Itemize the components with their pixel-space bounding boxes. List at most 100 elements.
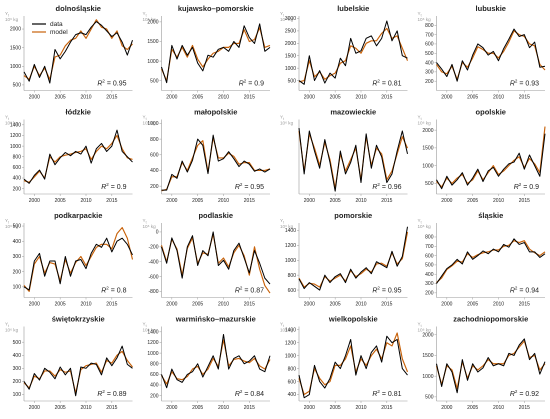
panel-title: opolskie [476, 108, 506, 117]
panel-title: lubuskie [476, 4, 506, 13]
r2-superscript: 2 [377, 389, 380, 394]
y-axis-label: Yt [280, 322, 284, 328]
y-tick-label: 200 [425, 291, 434, 297]
r2-value: = [109, 288, 117, 295]
series-line-data [298, 226, 408, 291]
y-tick-label: 1500 [10, 45, 21, 51]
r2-annotation: R2 = 0.81 [372, 389, 401, 398]
r2-value: = [517, 391, 525, 398]
series-line-data [23, 21, 133, 84]
y-tick-label: 800 [425, 235, 434, 241]
y-tick-label: 600 [150, 152, 159, 158]
x-tick-label: 2015 [106, 302, 117, 308]
panel-title: zachodniopomorskie [453, 315, 528, 324]
y-tick-label: 1000 [10, 64, 21, 70]
y-axis-label-main: Y [143, 11, 146, 16]
r2-number: 0.94 [525, 288, 539, 295]
y-axis-unit: 10⁶ kg [418, 328, 432, 333]
r2-number: 0.95 [250, 184, 264, 191]
y-tick-label: 1200 [285, 340, 296, 346]
y-tick-label: 600 [288, 288, 297, 294]
x-tick-label: 2010 [218, 405, 229, 411]
series-line-model [435, 340, 546, 390]
r2-superscript: 2 [240, 182, 243, 187]
panel-title: łódzkie [66, 108, 91, 117]
y-tick-label: 1000 [422, 163, 433, 169]
r2-value: = [105, 81, 113, 88]
r2-annotation: R2 = 0.96 [372, 182, 401, 191]
y-axis-label-subscript: t [421, 220, 422, 224]
y-tick-label: 200 [13, 379, 22, 385]
r2-symbol: R [510, 81, 515, 88]
y-axis-label: Yt [143, 218, 147, 224]
y-axis-label: Yt [280, 218, 284, 224]
y-axis-unit: 10⁶ kg [143, 17, 157, 22]
y-axis-unit: 10⁶ kg [143, 121, 157, 126]
y-axis-label: Yt [143, 115, 147, 121]
r2-value: = [242, 288, 250, 295]
y-tick-label: 200 [425, 79, 434, 85]
y-axis-label-main: Y [418, 115, 421, 120]
r2-symbol: R [372, 81, 377, 88]
y-tick-label: 800 [288, 366, 297, 372]
r2-symbol: R [514, 184, 519, 191]
r2-superscript: 2 [106, 182, 109, 187]
y-tick-label: 1500 [285, 53, 296, 59]
r2-symbol: R [101, 288, 106, 295]
r2-number: 0.93 [525, 81, 539, 88]
y-tick-label: 2500 [285, 29, 296, 35]
y-tick-label: 500 [13, 83, 22, 89]
r2-superscript: 2 [515, 286, 518, 291]
r2-value: = [105, 391, 113, 398]
y-tick-label: 100 [13, 285, 22, 291]
r2-value: = [521, 184, 529, 191]
y-tick-label: 300 [425, 281, 434, 287]
x-tick-label: 2015 [244, 302, 255, 308]
y-axis-label-main: Y [280, 218, 283, 223]
r2-number: 0.87 [250, 288, 264, 295]
y-tick-label: 600 [425, 42, 434, 48]
y-tick-label: 600 [13, 165, 22, 171]
y-axis-label-subscript: t [146, 220, 147, 224]
y-tick-label: 800 [425, 23, 434, 29]
y-axis-label-subscript: t [421, 117, 422, 121]
r2-superscript: 2 [240, 389, 243, 394]
x-tick-label: 2005 [192, 198, 203, 204]
y-axis-unit: 10⁶ kg [143, 328, 157, 333]
y-tick-label: 1000 [147, 59, 158, 65]
y-tick-label: 300 [425, 70, 434, 76]
y-axis-label: Yt [418, 115, 422, 121]
r2-number: 0.95 [113, 81, 127, 88]
y-tick-label: 1500 [422, 353, 433, 359]
y-tick-label: 500 [425, 51, 434, 57]
y-tick-label: 500 [425, 263, 434, 269]
x-tick-label: 2000 [441, 405, 452, 411]
r2-annotation: R2 = 0.9 [101, 182, 126, 191]
r2-number: 0.9 [117, 184, 127, 191]
x-tick-label: 2005 [192, 95, 203, 101]
series-line-model [23, 19, 133, 80]
x-tick-label: 2005 [192, 302, 203, 308]
y-tick-label: 2000 [285, 41, 296, 47]
y-axis-label-subscript: t [146, 13, 147, 17]
r2-annotation: R2 = 0.9 [239, 79, 264, 88]
series-line-data [436, 338, 546, 394]
y-axis-unit: 10⁶ kg [5, 328, 19, 333]
y-tick-label: 400 [13, 353, 22, 359]
x-tick-label: 2005 [55, 95, 66, 101]
x-tick-label: 2000 [29, 198, 40, 204]
panel-title: lubelskie [337, 4, 369, 13]
x-tick-label: 2005 [467, 302, 478, 308]
x-tick-label: 2015 [519, 302, 530, 308]
r2-superscript: 2 [515, 389, 518, 394]
y-axis-label-main: Y [143, 115, 146, 120]
y-axis-unit: 10⁶ kg [280, 121, 294, 126]
x-tick-label: 2005 [467, 95, 478, 101]
y-tick-label: -800 [148, 289, 158, 295]
series-line-model [161, 136, 271, 192]
y-axis-label-subscript: t [8, 220, 9, 224]
